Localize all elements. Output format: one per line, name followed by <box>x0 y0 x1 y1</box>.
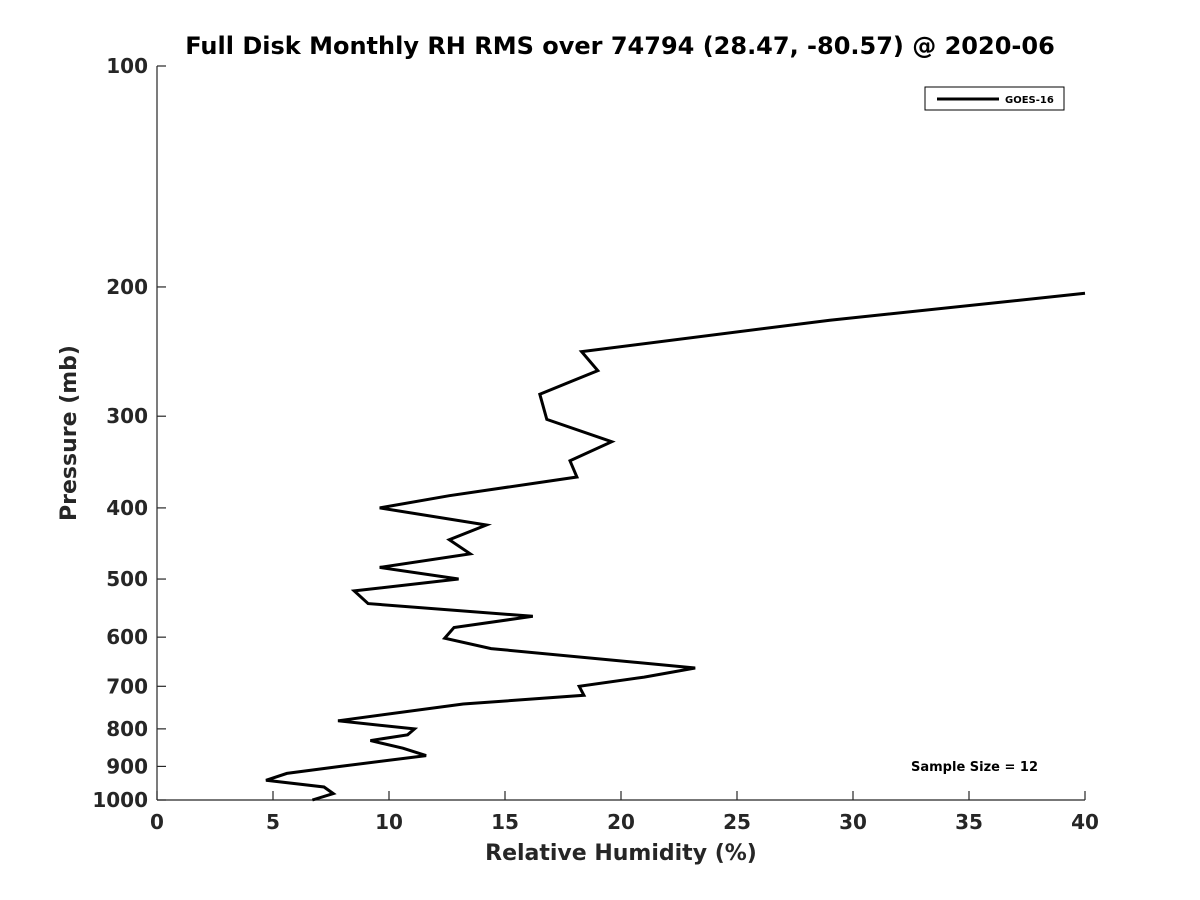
y-tick-label-200: 200 <box>106 275 148 299</box>
x-axis-label: Relative Humidity (%) <box>485 841 757 866</box>
y-tick-label-100: 100 <box>106 54 148 78</box>
x-axis-ticks: 0 5 10 15 20 25 30 35 40 <box>150 791 1099 834</box>
x-tick-label-0: 0 <box>150 810 164 834</box>
y-tick-label-800: 800 <box>106 717 148 741</box>
legend-entry-goes-16: GOES-16 <box>1005 95 1054 106</box>
x-tick-label-30: 30 <box>839 810 867 834</box>
sample-size-annotation: Sample Size = 12 <box>911 760 1038 775</box>
x-tick-label-20: 20 <box>607 810 635 834</box>
chart-title: Full Disk Monthly RH RMS over 74794 (28.… <box>185 32 1055 60</box>
x-tick-label-10: 10 <box>375 810 403 834</box>
y-tick-label-1000: 1000 <box>92 788 148 812</box>
y-tick-label-300: 300 <box>106 404 148 428</box>
series-group <box>265 291 1086 802</box>
y-tick-label-500: 500 <box>106 567 148 591</box>
y-axis-label: Pressure (mb) <box>57 345 82 521</box>
x-tick-label-15: 15 <box>491 810 519 834</box>
x-tick-label-35: 35 <box>955 810 983 834</box>
x-tick-label-25: 25 <box>723 810 751 834</box>
series-line-goes-16 <box>265 291 1086 802</box>
y-tick-label-900: 900 <box>106 754 148 778</box>
y-tick-label-700: 700 <box>106 674 148 698</box>
y-axis-ticks: 100 200 300 400 500 600 700 800 900 1000 <box>92 54 166 812</box>
x-tick-label-40: 40 <box>1071 810 1099 834</box>
y-tick-label-600: 600 <box>106 625 148 649</box>
legend: GOES-16 <box>924 86 1065 111</box>
y-tick-label-400: 400 <box>106 496 148 520</box>
x-tick-label-5: 5 <box>266 810 280 834</box>
